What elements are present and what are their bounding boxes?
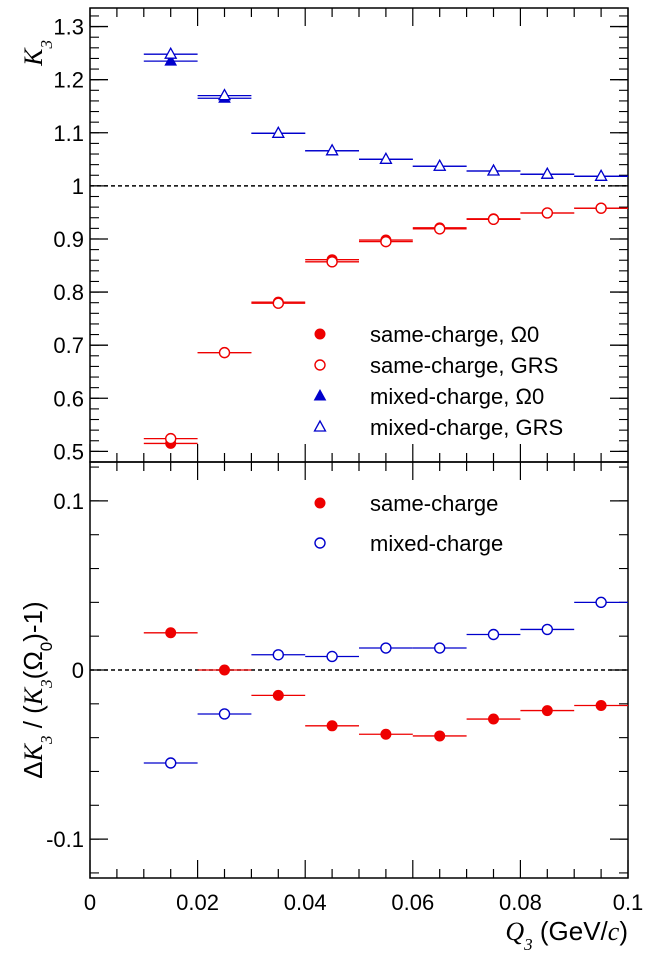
top-y-tick-label: 1.1 — [53, 121, 84, 146]
top-legend-marker — [314, 328, 326, 340]
bottom-series-1-point — [541, 623, 553, 636]
bottom-series-1-point — [326, 650, 338, 663]
bottom-series-1-point — [595, 596, 607, 609]
bottom-series-1-point — [272, 649, 284, 661]
top-series-1-point — [218, 346, 231, 359]
bottom-series-0-point — [541, 705, 553, 717]
top-legend-marker — [313, 388, 327, 401]
bottom-series-1-point — [218, 708, 231, 720]
top-legend-label: same-charge, GRS — [370, 353, 558, 378]
bottom-series-1-point — [434, 642, 446, 654]
x-tick-label: 0.08 — [499, 890, 542, 915]
top-plot-frame — [89, 7, 629, 463]
bottom-series-0-point — [434, 730, 446, 742]
top-y-axis-title: K3 — [19, 40, 56, 67]
bottom-series-1-point — [380, 642, 392, 654]
top-series-1-point — [380, 235, 392, 248]
x-tick-label: 0.04 — [284, 890, 327, 915]
top-legend-marker — [313, 419, 327, 432]
bottom-y-tick-label: 0.1 — [53, 489, 84, 514]
bottom-series-0-point — [272, 689, 284, 701]
top-series-2-point — [164, 54, 178, 66]
top-y-tick-label: 0.8 — [53, 280, 84, 305]
top-series-3-point — [594, 168, 608, 181]
top-series-3-point — [433, 158, 447, 171]
bottom-series-0-point — [219, 664, 230, 676]
bottom-series-0-point — [380, 728, 392, 740]
bottom-series-0-point — [326, 720, 338, 732]
top-y-tick-label: 0.9 — [53, 227, 84, 252]
bottom-y-tick-label: 0 — [72, 658, 84, 683]
top-y-tick-label: 1 — [72, 174, 84, 199]
top-series-1-point — [434, 223, 446, 235]
top-series-1-point — [487, 213, 500, 226]
bottom-legend-marker — [314, 537, 326, 549]
top-series-1-point — [164, 432, 177, 445]
top-series-3-point — [486, 163, 501, 176]
bottom-panel: -0.1 0 0.1 0 0.02 0.04 0.06 0.08 0.1 same-charge m… — [46, 461, 644, 915]
top-series-3-point — [217, 88, 232, 101]
top-series-1-point — [541, 207, 553, 219]
top-series-3-point — [325, 143, 339, 156]
top-series-3-point — [540, 166, 554, 179]
top-y-tick-label: 1.3 — [53, 15, 84, 40]
top-legend-label: same-charge, Ω0 — [370, 322, 539, 347]
axis-titles: K3 ΔK3 / (K3(Ω0)-1) Q3 (GeV/c) — [18, 40, 628, 954]
top-series-3-point — [271, 125, 285, 138]
bottom-series-1-point — [164, 757, 177, 769]
top-series-1-point — [272, 297, 284, 309]
top-series-1-point — [595, 202, 607, 214]
x-tick-label: 0 — [84, 890, 96, 915]
x-axis-title: Q3 (GeV/c) — [505, 916, 628, 954]
top-y-tick-label: 0.7 — [53, 333, 84, 358]
bottom-series-0-point — [165, 627, 177, 639]
bottom-series-0-point — [488, 713, 499, 725]
x-tick-label: 0.02 — [176, 890, 219, 915]
top-y-tick-label: 0.5 — [53, 439, 84, 464]
top-panel: 0.5 0.6 0.7 0.8 0.9 1 1.1 1.2 1.3 same-charge, Ω0… — [53, 7, 629, 464]
top-y-tick-label: 1.2 — [53, 68, 84, 93]
x-tick-label: 0.1 — [613, 890, 644, 915]
top-legend-label: mixed-charge, Ω0 — [370, 384, 544, 409]
bottom-series-1-point — [487, 628, 500, 641]
bottom-y-tick-label: -0.1 — [46, 827, 84, 852]
top-series-3-point — [379, 151, 393, 164]
bottom-series-0-point — [595, 700, 607, 712]
top-y-tick-label: 0.6 — [53, 386, 84, 411]
top-series-1-point — [326, 256, 338, 268]
bottom-legend-marker — [314, 497, 326, 509]
top-legend-marker — [314, 359, 326, 371]
bottom-y-axis-title: ΔK3 / (K3(Ω0)-1) — [18, 601, 56, 778]
x-tick-label: 0.06 — [391, 890, 434, 915]
top-series-3-point — [164, 46, 178, 59]
top-legend-label: mixed-charge, GRS — [370, 415, 563, 440]
bottom-legend-label: same-charge — [370, 491, 498, 516]
bottom-legend-label: mixed-charge — [370, 531, 503, 556]
